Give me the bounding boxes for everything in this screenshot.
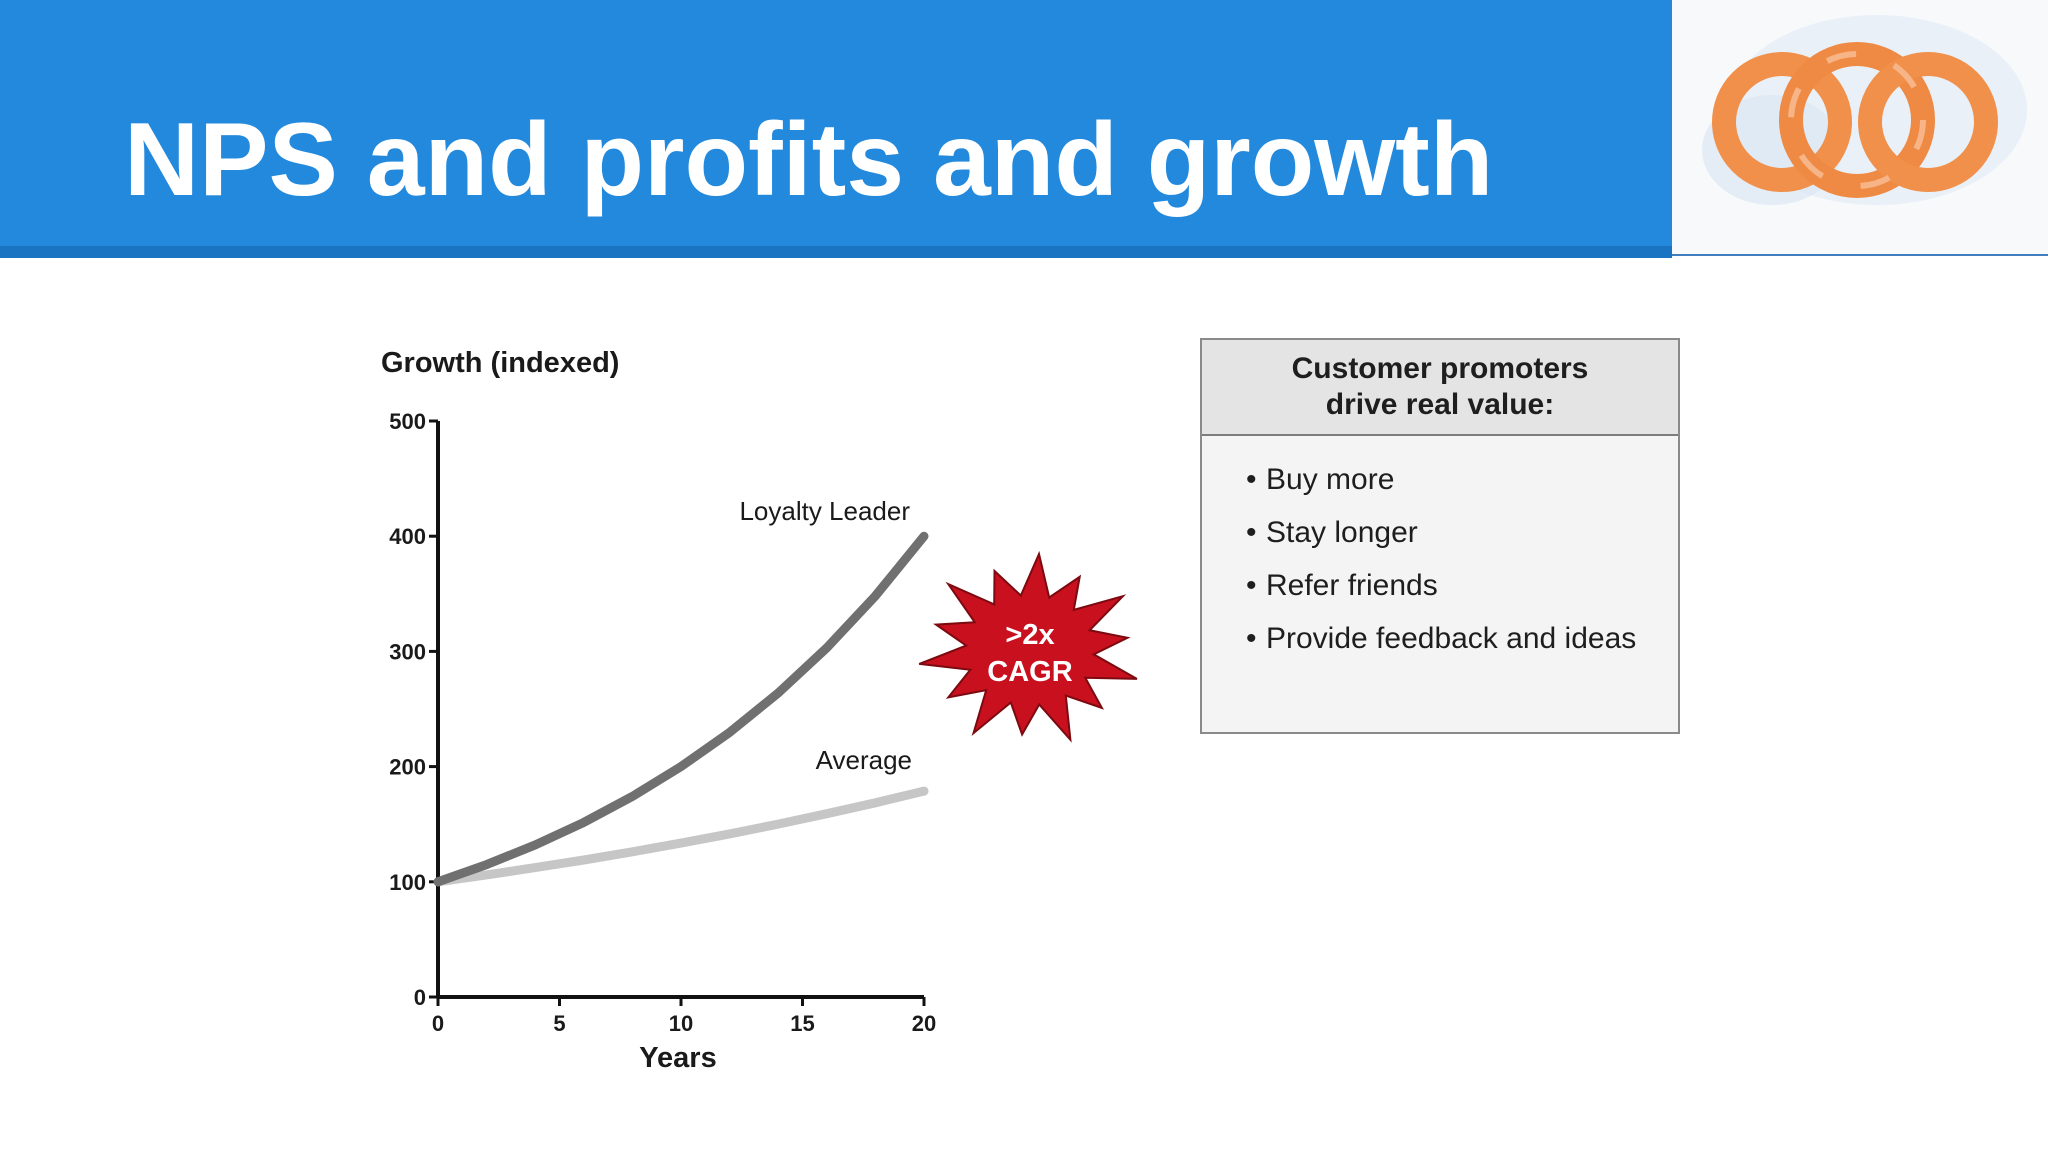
x-axis-title: Years [639,1042,716,1074]
bullet-dot: • [1246,622,1257,655]
interlocking-rings-logo [1702,15,2027,205]
x-tick-label: 10 [669,1011,693,1036]
x-tick-label: 15 [790,1011,814,1036]
logo-panel [1672,0,2048,256]
chart-series: Loyalty Leader Average [433,496,929,887]
callout-item-text: Refer friends [1266,569,1438,602]
callout-box: Customer promoters drive real value: • B… [1200,338,1680,734]
y-tick-label: 300 [389,639,426,664]
series-line-loyalty-leader [433,531,929,887]
cagr-label-line2: CAGR [987,656,1072,688]
callout-list-item: • Refer friends [1246,568,1678,621]
y-tick-label: 500 [389,409,426,434]
callout-list-item: • Provide feedback and ideas [1246,621,1678,674]
header-divider [0,246,1672,258]
callout-item-text: Buy more [1266,463,1395,496]
x-tick-label: 0 [432,1011,444,1036]
bullet-dot: • [1246,463,1257,496]
slide-title: NPS and profits and growth [124,102,1494,218]
y-axis-title: Growth (indexed) [381,347,619,379]
callout-header: Customer promoters drive real value: [1202,340,1678,436]
callout-header-line: drive real value: [1325,388,1555,421]
series-line-average [433,786,929,887]
x-tick-label: 20 [912,1011,936,1036]
growth-chart: Growth (indexed) 0 100 200 300 400 500 0 5 10 15 2… [381,347,1138,1074]
chart-ticks: 0 100 200 300 400 500 0 5 10 15 20 [389,409,936,1036]
callout-item-text: Provide feedback and ideas [1266,622,1637,655]
callout-item-text: Stay longer [1266,516,1418,549]
y-tick-label: 0 [414,985,426,1010]
callout-list-item: • Stay longer [1246,515,1678,568]
callout-header-line: Customer promoters [1291,352,1589,385]
series-label-average: Average [816,745,912,775]
y-tick-label: 100 [389,870,426,895]
bullet-dot: • [1246,569,1257,602]
header-bar [0,0,1672,246]
cagr-starburst: >2x CAGR [918,550,1138,743]
y-tick-label: 400 [389,524,426,549]
callout-list-item: • Buy more [1246,462,1678,515]
bullet-dot: • [1246,516,1257,549]
x-tick-label: 5 [553,1011,565,1036]
series-label-loyalty-leader: Loyalty Leader [739,496,910,526]
cagr-label-line1: >2x [1005,619,1054,651]
callout-list: • Buy more • Stay longer • Refer friends… [1202,436,1678,674]
y-tick-label: 200 [389,755,426,780]
